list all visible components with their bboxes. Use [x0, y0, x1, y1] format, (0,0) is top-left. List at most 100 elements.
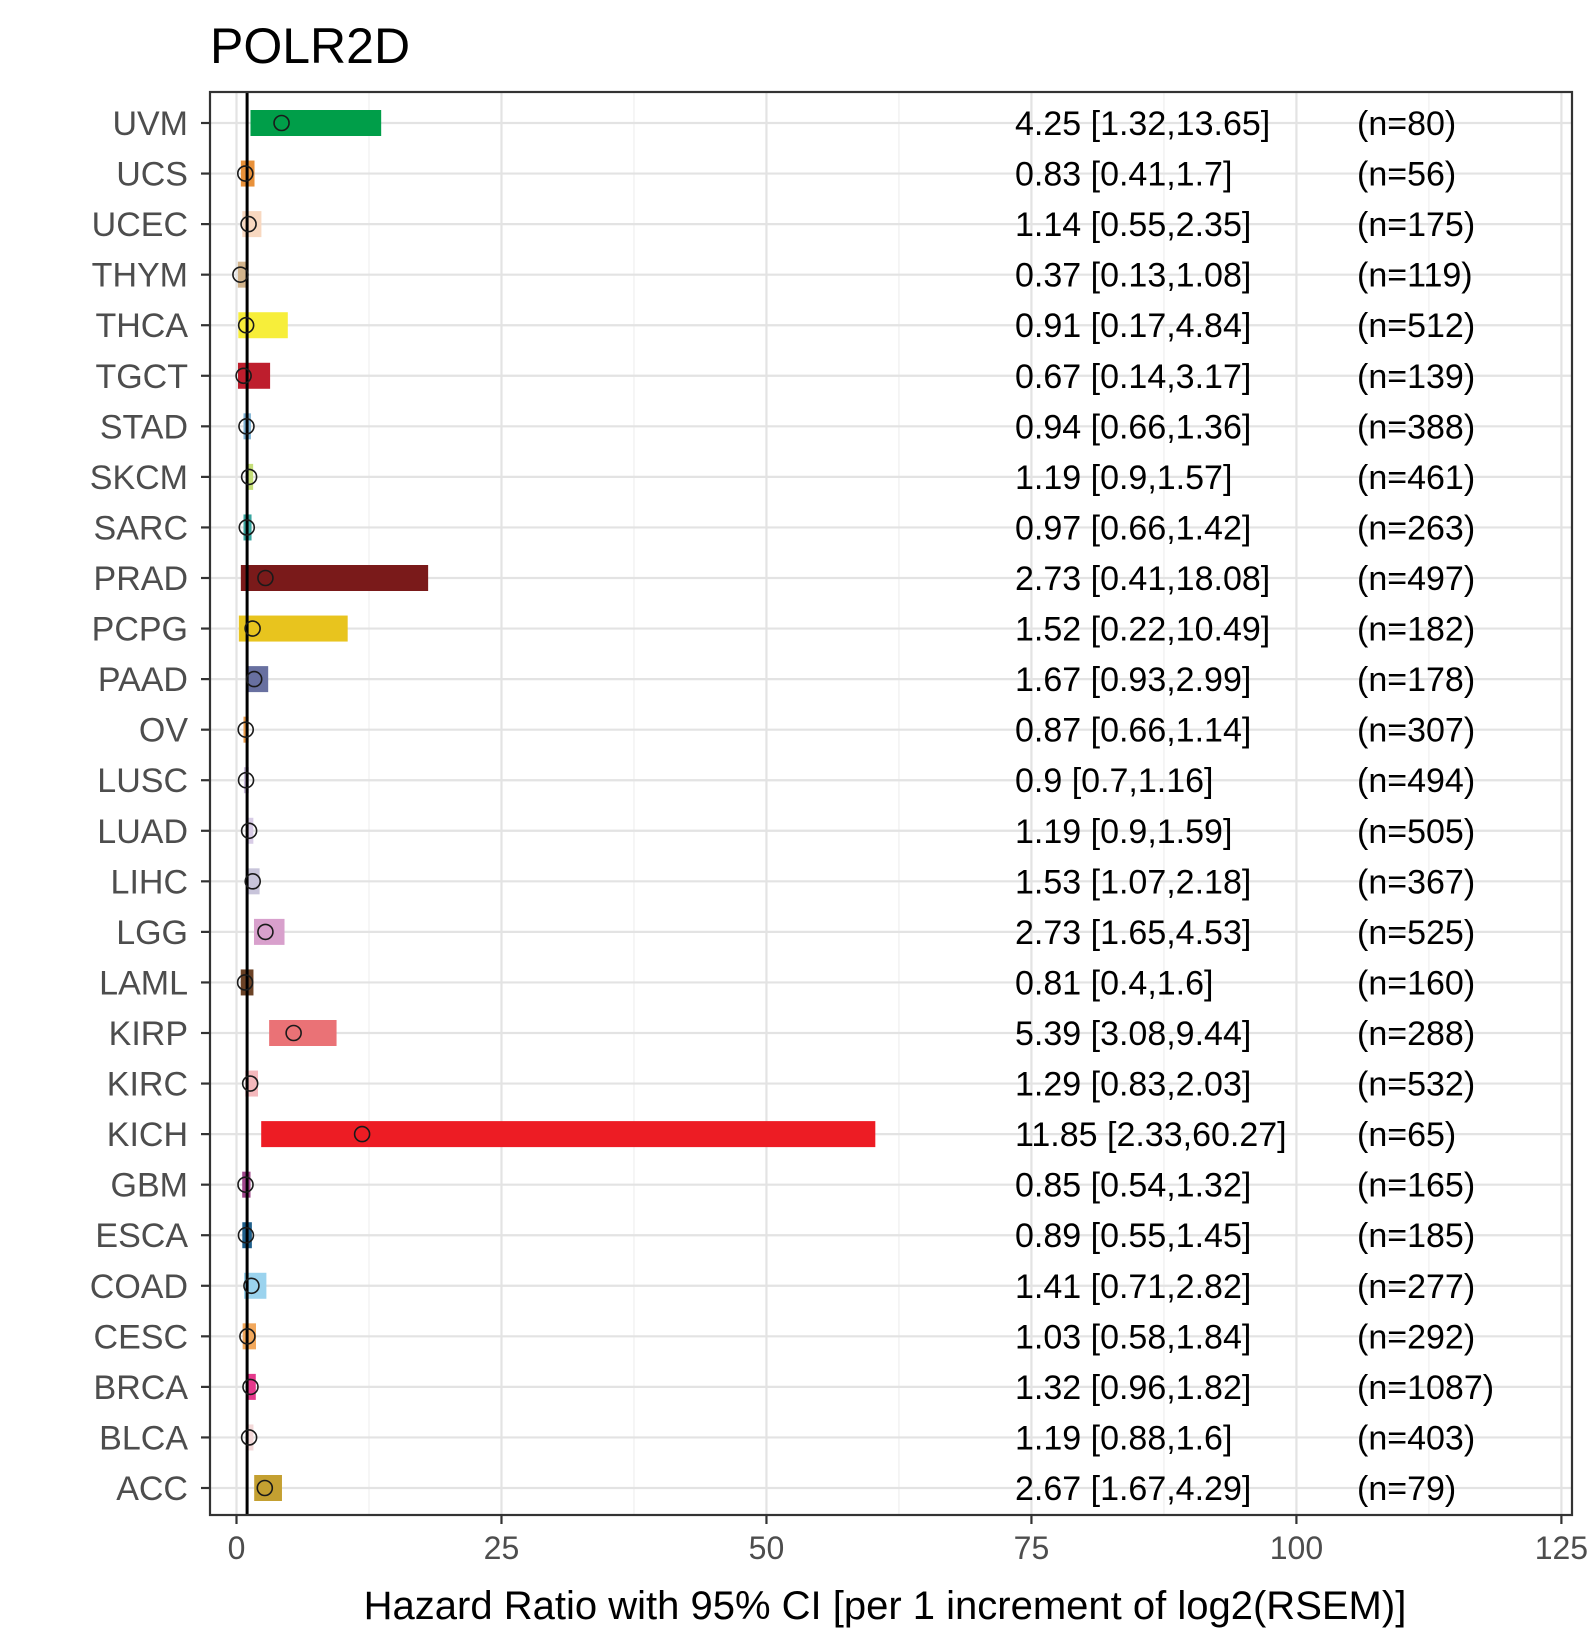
y-tick-label: KIRP: [109, 1015, 188, 1053]
y-tick-label: COAD: [90, 1268, 188, 1306]
y-tick-label: STAD: [100, 408, 188, 446]
hr-ci-label: 1.03 [0.58,1.84]: [1015, 1318, 1251, 1356]
sample-size-label: (n=119): [1357, 257, 1473, 295]
y-tick-label: LIHC: [111, 863, 188, 901]
x-tick-label: 25: [484, 1530, 520, 1566]
grid: [210, 92, 1572, 1515]
y-tick-label: ACC: [116, 1470, 188, 1508]
y-tick-label: CESC: [94, 1318, 188, 1356]
y-tick-label: BLCA: [99, 1419, 188, 1457]
hr-point-skcm: [240, 468, 258, 486]
sample-size-label: (n=79): [1357, 1470, 1456, 1508]
sample-size-label: (n=277): [1357, 1268, 1475, 1306]
y-tick-label: PCPG: [92, 611, 188, 649]
sample-size-label: (n=497): [1357, 560, 1475, 598]
y-tick-label: OV: [139, 712, 188, 750]
sample-size-label: (n=80): [1357, 105, 1456, 143]
panel-border: [208, 90, 1574, 1517]
hr-ci-label: 2.73 [1.65,4.53]: [1015, 914, 1251, 952]
ci-bar-paad: [246, 666, 269, 693]
hr-point-coad: [243, 1277, 260, 1295]
hr-ci-label: 0.81 [0.4,1.6]: [1015, 964, 1214, 1002]
ci-bar-luad: [246, 817, 254, 844]
hr-ci-label: 1.19 [0.88,1.6]: [1015, 1419, 1232, 1457]
hr-ci-label: 1.67 [0.93,2.99]: [1015, 661, 1251, 699]
ci-bar-uvm: [250, 110, 382, 136]
chart-title: POLR2D: [210, 18, 410, 74]
sample-size-label: (n=525): [1357, 914, 1475, 952]
sample-size-label: (n=263): [1357, 509, 1475, 547]
x-tick-label: 50: [749, 1530, 785, 1566]
hr-ci-label: 1.29 [0.83,2.03]: [1015, 1066, 1251, 1104]
sample-size-label: (n=307): [1357, 712, 1475, 750]
sample-size-label: (n=532): [1357, 1066, 1475, 1104]
hr-ci-label: 1.32 [0.96,1.82]: [1015, 1369, 1251, 1407]
hr-ci-label: 0.37 [0.13,1.08]: [1015, 257, 1251, 295]
hr-point-laml: [236, 974, 254, 991]
y-tick-label: GBM: [111, 1167, 188, 1205]
sample-size-label: (n=494): [1357, 762, 1475, 800]
y-tick-label: LGG: [116, 914, 188, 952]
ci-bar-tgct: [237, 362, 271, 389]
sample-size-label: (n=292): [1357, 1318, 1475, 1356]
ci-bars: [237, 110, 876, 1501]
hr-ci-label: 1.19 [0.9,1.59]: [1015, 813, 1232, 851]
hr-point-cesc: [239, 1328, 256, 1345]
ci-bar-skcm: [246, 463, 254, 490]
sample-size-label: (n=165): [1357, 1167, 1475, 1205]
hr-point-thca: [237, 316, 255, 334]
sample-size-label: (n=461): [1357, 459, 1475, 497]
hr-ci-label: 0.67 [0.14,3.17]: [1015, 358, 1251, 396]
hr-point-ucec: [240, 215, 257, 233]
y-tick-label: ESCA: [95, 1217, 188, 1255]
ci-bar-ucec: [242, 211, 262, 238]
sample-size-label: (n=160): [1357, 964, 1475, 1002]
ci-bar-thym: [237, 261, 248, 288]
ci-bar-brca: [246, 1373, 256, 1400]
hr-ci-label: 0.89 [0.55,1.45]: [1015, 1217, 1251, 1255]
ci-bar-acc: [254, 1475, 282, 1501]
hr-point-pcpg: [244, 620, 261, 637]
hr-ci-label: 0.97 [0.66,1.42]: [1015, 509, 1251, 547]
ci-bar-kirp: [269, 1020, 337, 1046]
sample-size-label: (n=182): [1357, 611, 1475, 649]
hr-point-blca: [240, 1429, 258, 1446]
hr-point-acc: [256, 1479, 274, 1497]
hr-point-kirc: [241, 1075, 259, 1092]
hr-point-paad: [245, 670, 263, 688]
hr-ci-label: 11.85 [2.33,60.27]: [1015, 1116, 1287, 1154]
hr-point-stad: [238, 418, 255, 435]
hr-point-sarc: [238, 519, 256, 536]
hr-point-lihc: [244, 873, 262, 890]
hr-ci-label: 1.41 [0.71,2.82]: [1015, 1268, 1251, 1306]
ci-bar-lgg: [253, 918, 285, 945]
hr-ci-label: 1.19 [0.9,1.57]: [1015, 459, 1232, 497]
y-axis: UVM UCS UCEC THYM THCA TGCT STAD SKCM SARC PRAD PC…: [90, 105, 210, 1508]
sample-size-label: (n=512): [1357, 307, 1475, 345]
sample-size-label: (n=388): [1357, 408, 1475, 446]
hr-point-luad: [240, 822, 258, 840]
y-tick-label: BRCA: [94, 1369, 189, 1407]
sample-size-label: (n=185): [1357, 1217, 1475, 1255]
sample-size-label: (n=139): [1357, 358, 1475, 396]
x-tick-label: 125: [1535, 1530, 1588, 1566]
hr-point-brca: [242, 1378, 259, 1396]
y-tick-label: UVM: [112, 105, 188, 143]
hr-annotations: 4.25 [1.32,13.65] (n=80) 0.83 [0.41,1.7] (n…: [1015, 105, 1494, 1508]
y-tick-label: LUSC: [97, 762, 188, 800]
hr-ci-label: 0.94 [0.66,1.36]: [1015, 408, 1251, 446]
hr-ci-label: 0.85 [0.54,1.32]: [1015, 1167, 1251, 1205]
hr-ci-label: 4.25 [1.32,13.65]: [1015, 105, 1270, 143]
hr-ci-label: 2.67 [1.67,4.29]: [1015, 1470, 1251, 1508]
hr-ci-label: 1.52 [0.22,10.49]: [1015, 611, 1270, 649]
hr-point-lgg: [257, 923, 274, 941]
sample-size-label: (n=178): [1357, 661, 1475, 699]
y-tick-label: UCEC: [92, 206, 188, 244]
hr-ci-label: 0.83 [0.41,1.7]: [1015, 156, 1232, 194]
hr-point-ucs: [236, 165, 254, 182]
hr-point-esca: [237, 1226, 255, 1244]
hr-ci-label: 2.73 [0.41,18.08]: [1015, 560, 1270, 598]
hr-points: [232, 114, 371, 1497]
hr-point-kirp: [285, 1024, 302, 1042]
